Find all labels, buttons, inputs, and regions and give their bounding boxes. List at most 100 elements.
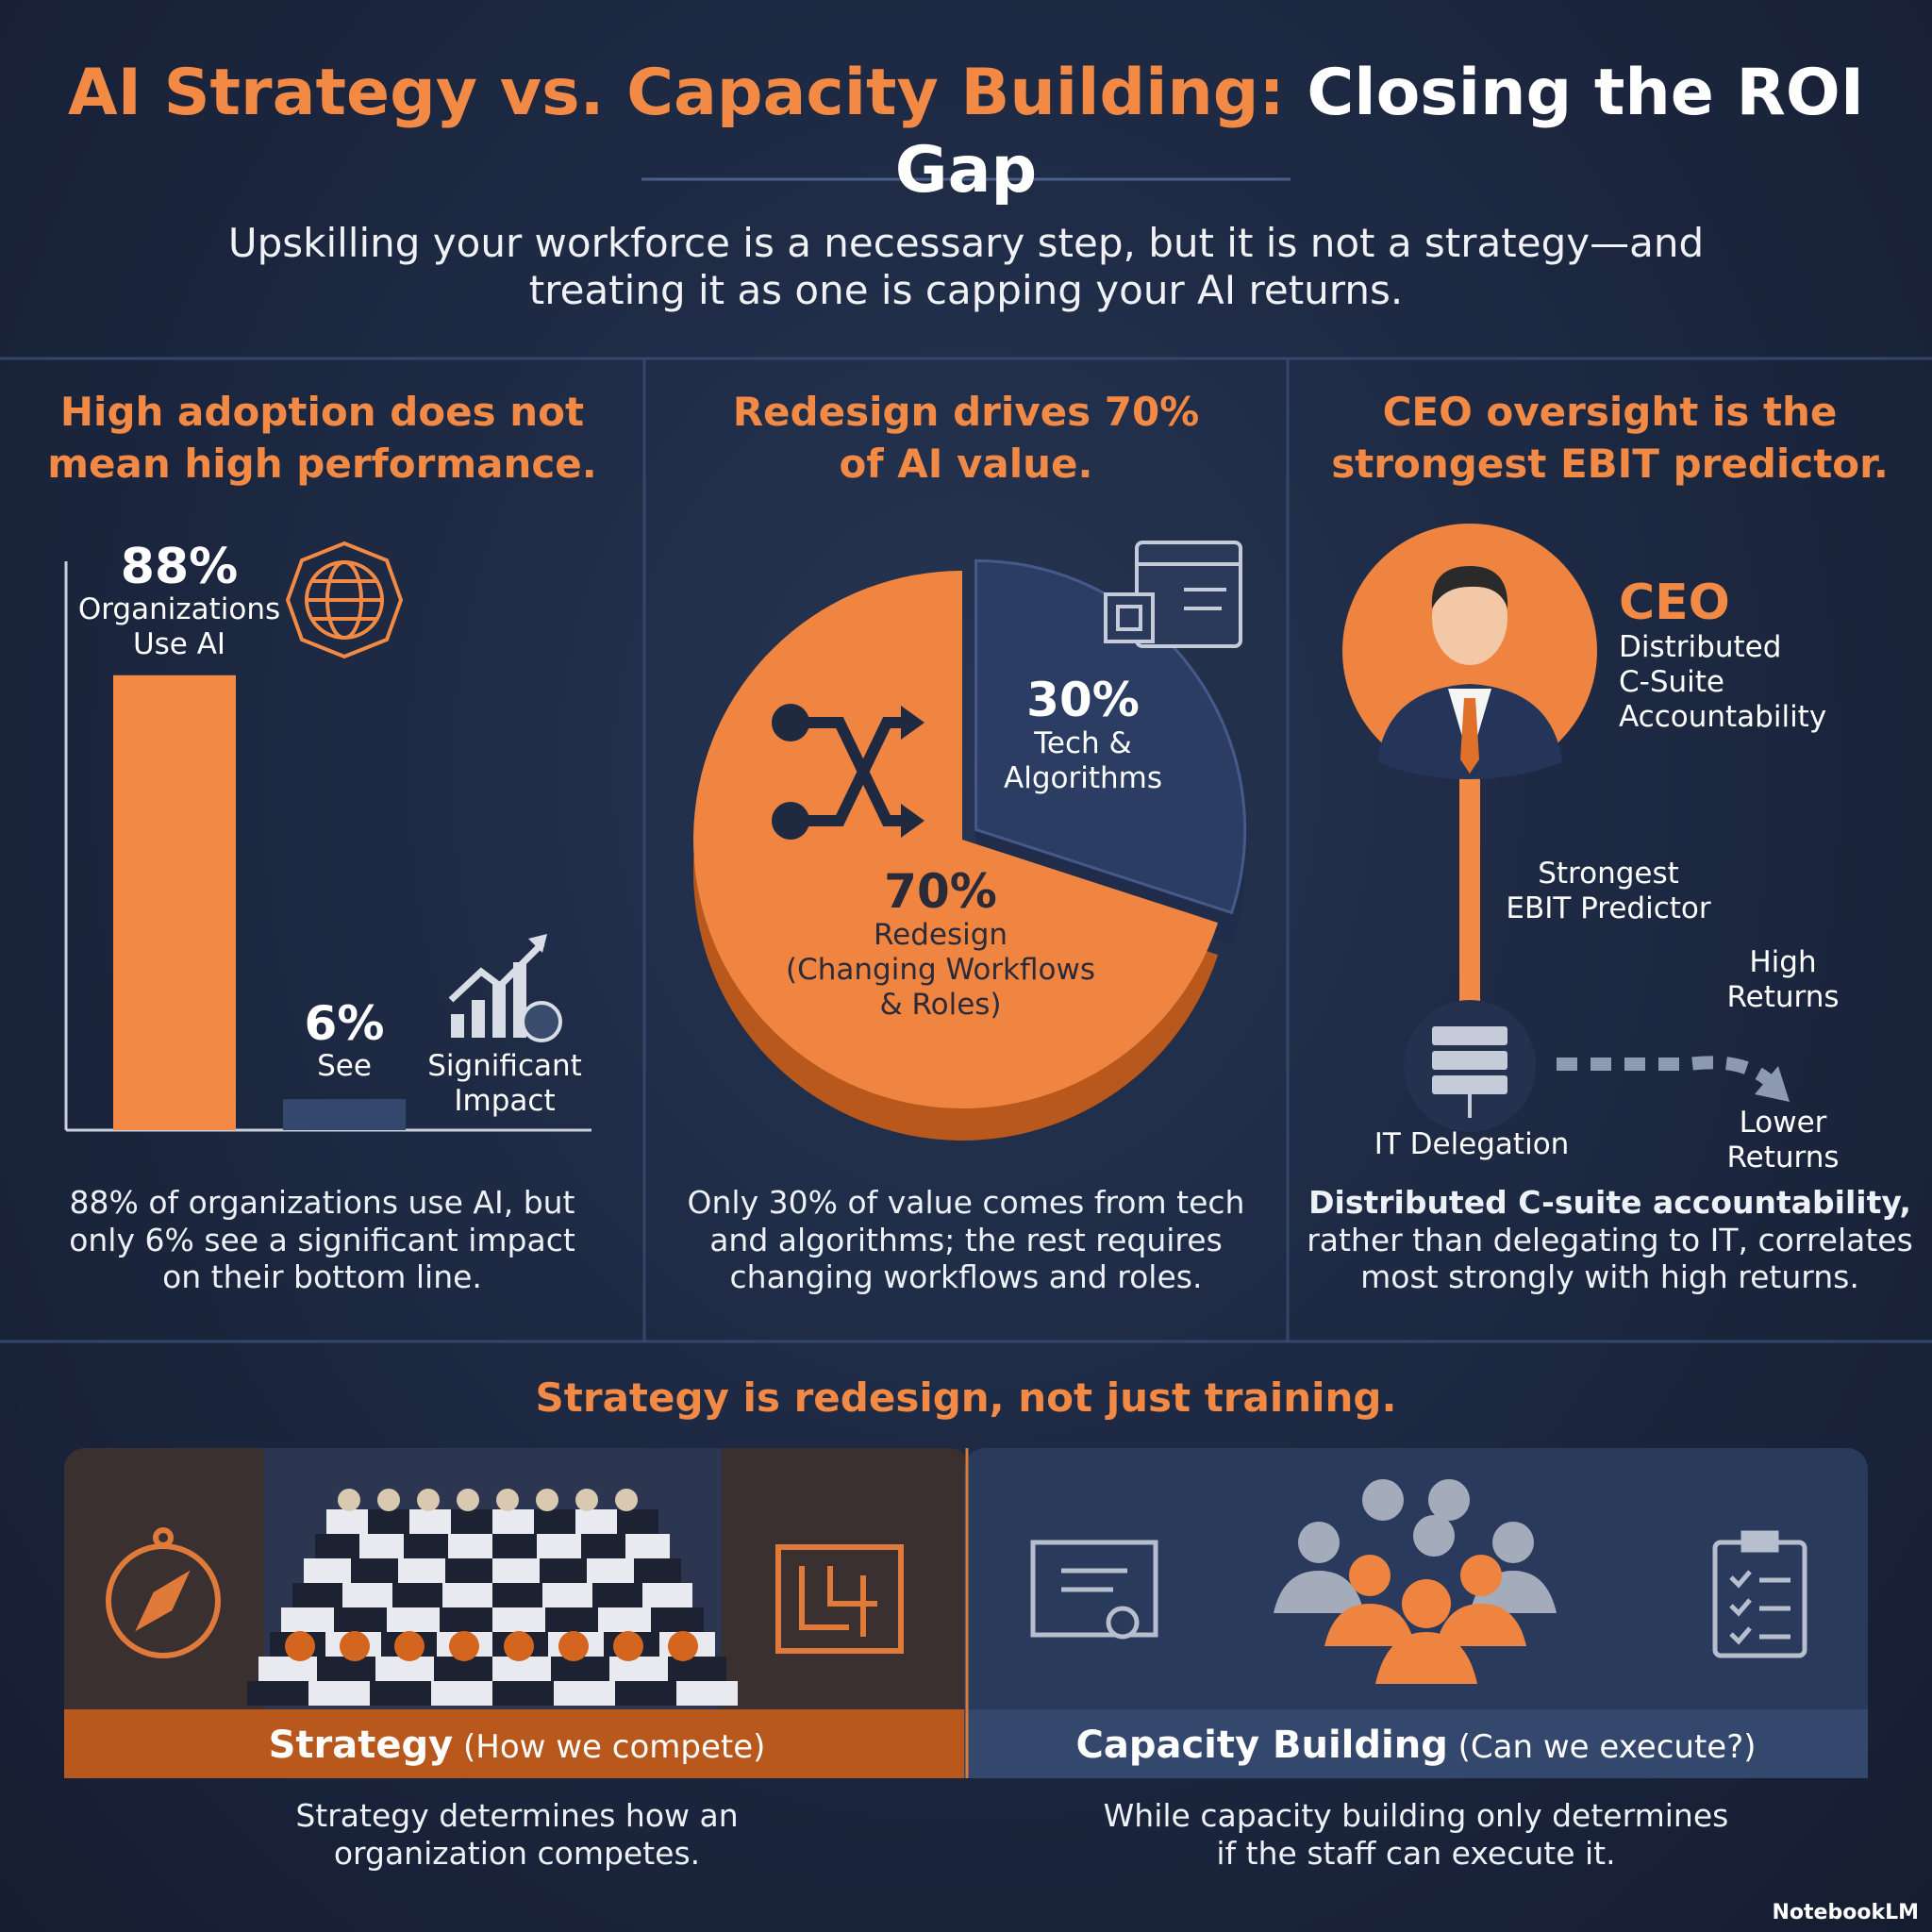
board-square (375, 1657, 434, 1681)
bar-caption: Organizations Use AI (77, 592, 281, 662)
capacity-note: (Can we execute?) (1457, 1728, 1757, 1766)
bar-caption: See (317, 1049, 372, 1083)
delegation-label: IT Delegation (1374, 1127, 1570, 1161)
board-square (587, 1558, 634, 1583)
chess-piece (340, 1631, 370, 1661)
board-square (492, 1558, 540, 1583)
board-square (445, 1558, 492, 1583)
board-square (370, 1681, 431, 1706)
link-label: Strongest EBIT Predictor (1506, 857, 1711, 926)
slice-caption: Tech & Algorithms (1004, 726, 1162, 796)
chess-piece (417, 1489, 440, 1511)
slice-value-label: 70% (884, 864, 997, 919)
chess-piece (449, 1631, 479, 1661)
board-square (492, 1607, 545, 1632)
chess-piece (668, 1631, 698, 1661)
board-square (448, 1534, 492, 1558)
board-square (317, 1657, 375, 1681)
bar (283, 1099, 406, 1130)
pie-slice (974, 558, 1246, 915)
board-square (581, 1534, 625, 1558)
board-square (440, 1607, 492, 1632)
icon-caption: Significant Impact (427, 1049, 582, 1119)
comparison-heading: Strategy is redesign, not just training. (535, 1374, 1397, 1421)
board-square (642, 1583, 692, 1607)
chess-piece (377, 1489, 400, 1511)
chess-piece (457, 1489, 479, 1511)
title: AI Strategy vs. Capacity Building: Closi… (0, 55, 1932, 208)
capacity-caption: While capacity building only determines … (1103, 1797, 1729, 1872)
strategy-label: Strategy (How we compete) (64, 1723, 970, 1768)
bar-value-label: 6% (304, 996, 385, 1051)
board-square (551, 1657, 609, 1681)
board-square (368, 1509, 409, 1534)
board-square (451, 1509, 492, 1534)
board-square (492, 1681, 554, 1706)
board-square (676, 1681, 738, 1706)
chip-icon (1104, 541, 1242, 648)
board-square (575, 1509, 617, 1534)
board-square (398, 1558, 445, 1583)
board-square (492, 1534, 537, 1558)
caption-rest: rather than delegating to IT, correlates… (1307, 1221, 1913, 1296)
chess-piece (496, 1489, 519, 1511)
board-square (315, 1534, 359, 1558)
ceo-graphic (1342, 524, 1790, 1132)
board-square (409, 1509, 451, 1534)
dividers (0, 177, 1932, 1343)
board-square (281, 1607, 334, 1632)
chess-piece (504, 1631, 534, 1661)
chess-piece (394, 1631, 425, 1661)
chess-piece (615, 1489, 638, 1511)
board-square (592, 1583, 642, 1607)
chess-piece (575, 1489, 598, 1511)
board-square (534, 1509, 575, 1534)
chess-piece (338, 1489, 360, 1511)
board-square (617, 1509, 658, 1534)
pie-chart (693, 558, 1246, 1141)
board-square (342, 1583, 392, 1607)
board-square (542, 1583, 592, 1607)
board-square (615, 1681, 676, 1706)
board-square (540, 1558, 587, 1583)
slice-value-label: 30% (1026, 673, 1140, 727)
board-square (292, 1583, 342, 1607)
strategy-name: Strategy (268, 1724, 454, 1767)
board-square (598, 1607, 651, 1632)
board-square (625, 1534, 670, 1558)
board-square (247, 1681, 308, 1706)
growth-icon (448, 934, 562, 1042)
panel-caption: Only 30% of value comes from tech and al… (687, 1184, 1245, 1296)
board-square (492, 1509, 534, 1534)
bar-value-label: 88% (120, 539, 239, 595)
subtitle: Upskilling your workforce is a necessary… (227, 220, 1705, 314)
board-square (609, 1657, 668, 1681)
high-returns-label: High Returns (1726, 945, 1840, 1015)
board-square (431, 1681, 492, 1706)
pie-slice (693, 571, 1219, 1108)
ceo-title: CEO (1619, 575, 1730, 631)
panel-caption: 88% of organizations use AI, but only 6%… (69, 1184, 575, 1296)
board-square (387, 1607, 440, 1632)
globe-icon (285, 541, 404, 659)
bar (113, 675, 236, 1130)
title-rest: Closing the ROI Gap (894, 56, 1865, 208)
board-square (668, 1657, 726, 1681)
board-square (651, 1607, 704, 1632)
board-square (492, 1583, 542, 1607)
caption-bold: Distributed C-suite accountability, (1308, 1184, 1911, 1221)
chess-piece (536, 1489, 558, 1511)
board-square (308, 1681, 370, 1706)
board-square (545, 1607, 598, 1632)
shuffle-icon (772, 704, 924, 840)
brand: NotebookLM (1772, 1901, 1919, 1924)
board-square (334, 1607, 387, 1632)
bar-chart (64, 561, 591, 1132)
board-square (326, 1509, 368, 1534)
panel-heading: Redesign drives 70% of AI value. (732, 389, 1200, 487)
chess-piece (613, 1631, 643, 1661)
board-square (351, 1558, 398, 1583)
chess-piece (558, 1631, 589, 1661)
ceo-caption: Distributed C-Suite Accountability (1619, 630, 1827, 735)
